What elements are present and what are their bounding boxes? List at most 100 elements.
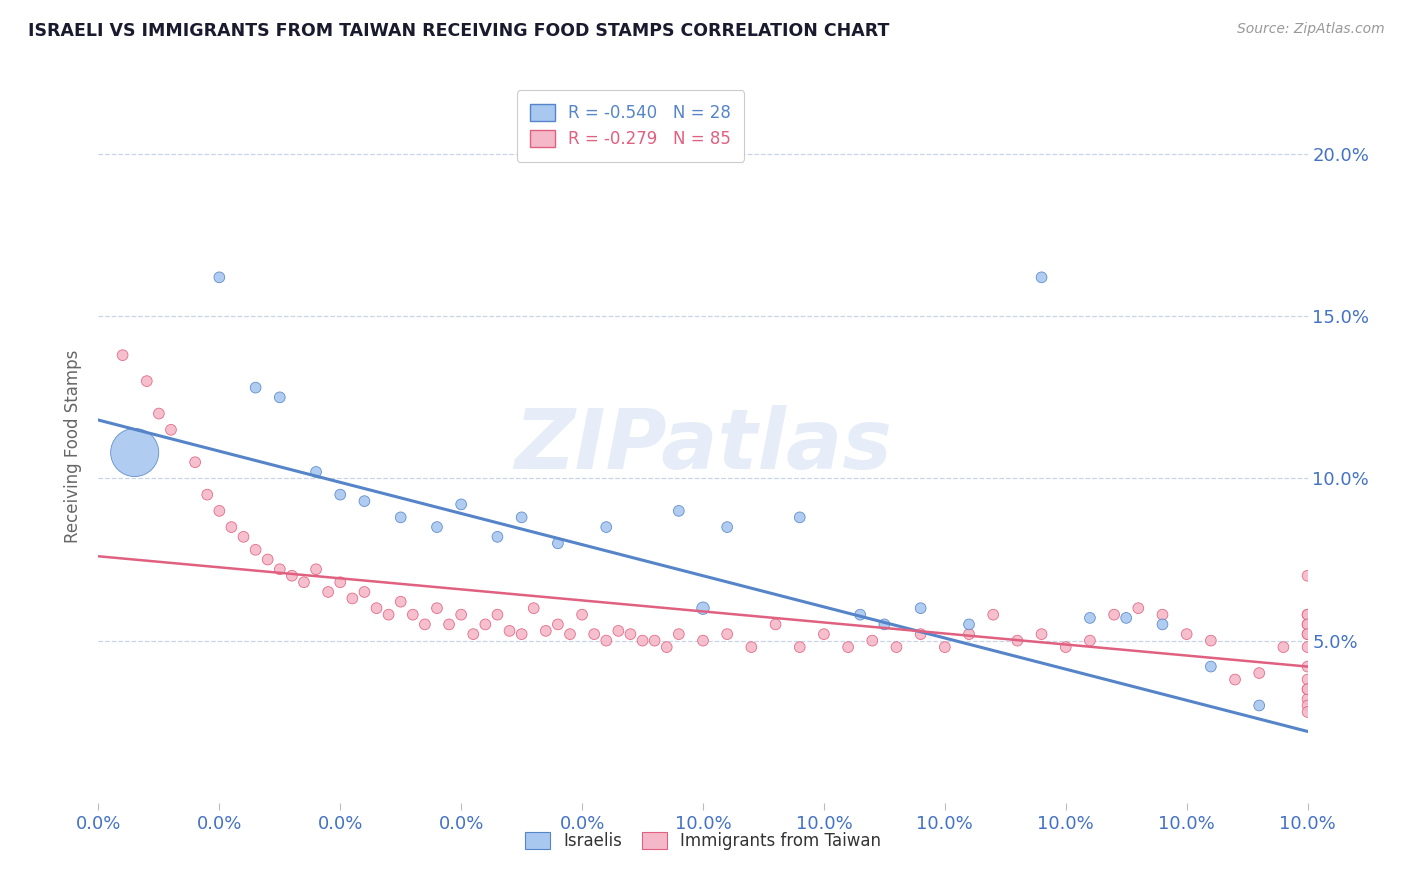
Point <box>716 627 738 641</box>
Point <box>305 465 328 479</box>
Point <box>486 530 509 544</box>
Point <box>208 270 231 285</box>
Point <box>716 520 738 534</box>
Point <box>740 640 762 654</box>
Point <box>523 601 546 615</box>
Point <box>389 510 412 524</box>
Point <box>910 627 932 641</box>
Point <box>1296 682 1319 697</box>
Point <box>402 607 425 622</box>
Point <box>1115 611 1137 625</box>
Point <box>1296 627 1319 641</box>
Legend: Israelis, Immigrants from Taiwan: Israelis, Immigrants from Taiwan <box>516 824 890 859</box>
Point <box>1296 607 1319 622</box>
Point <box>1199 659 1222 673</box>
Point <box>342 591 364 606</box>
Point <box>195 488 218 502</box>
Point <box>450 607 472 622</box>
Point <box>1296 640 1319 654</box>
Point <box>1296 607 1319 622</box>
Point <box>1054 640 1077 654</box>
Point <box>245 381 267 395</box>
Point <box>910 601 932 615</box>
Point <box>1007 633 1029 648</box>
Point <box>1078 611 1101 625</box>
Point <box>256 552 278 566</box>
Point <box>232 530 254 544</box>
Point <box>208 504 231 518</box>
Point <box>474 617 496 632</box>
Point <box>1102 607 1125 622</box>
Point <box>644 633 666 648</box>
Point <box>124 445 146 459</box>
Point <box>281 568 304 582</box>
Point <box>1031 270 1053 285</box>
Text: Source: ZipAtlas.com: Source: ZipAtlas.com <box>1237 22 1385 37</box>
Point <box>316 585 339 599</box>
Point <box>619 627 641 641</box>
Point <box>292 575 315 590</box>
Point <box>571 607 593 622</box>
Point <box>1152 607 1174 622</box>
Point <box>595 520 617 534</box>
Point <box>558 627 581 641</box>
Point <box>1296 682 1319 697</box>
Point <box>860 633 883 648</box>
Point <box>1296 617 1319 632</box>
Point <box>849 607 872 622</box>
Point <box>1272 640 1295 654</box>
Point <box>668 627 690 641</box>
Point <box>873 617 896 632</box>
Point <box>934 640 956 654</box>
Point <box>668 504 690 518</box>
Point <box>547 617 569 632</box>
Point <box>1296 698 1319 713</box>
Point <box>957 627 980 641</box>
Point <box>486 607 509 622</box>
Point <box>269 562 291 576</box>
Point <box>510 627 533 641</box>
Point <box>692 633 714 648</box>
Point <box>1128 601 1150 615</box>
Point <box>789 510 811 524</box>
Point <box>1078 633 1101 648</box>
Y-axis label: Receiving Food Stamps: Receiving Food Stamps <box>65 350 83 542</box>
Point <box>135 374 157 388</box>
Point <box>1031 627 1053 641</box>
Point <box>221 520 243 534</box>
Point <box>957 617 980 632</box>
Point <box>329 488 352 502</box>
Point <box>765 617 787 632</box>
Point <box>463 627 485 641</box>
Point <box>1296 673 1319 687</box>
Point <box>184 455 207 469</box>
Point <box>269 390 291 404</box>
Point <box>111 348 134 362</box>
Point <box>631 633 654 648</box>
Point <box>1249 666 1271 681</box>
Point <box>245 542 267 557</box>
Text: ISRAELI VS IMMIGRANTS FROM TAIWAN RECEIVING FOOD STAMPS CORRELATION CHART: ISRAELI VS IMMIGRANTS FROM TAIWAN RECEIV… <box>28 22 890 40</box>
Point <box>1249 698 1271 713</box>
Point <box>692 601 714 615</box>
Point <box>353 494 375 508</box>
Point <box>607 624 630 638</box>
Point <box>377 607 399 622</box>
Point <box>1175 627 1198 641</box>
Point <box>160 423 183 437</box>
Point <box>981 607 1004 622</box>
Point <box>595 633 617 648</box>
Point <box>413 617 436 632</box>
Point <box>389 595 412 609</box>
Point <box>1296 692 1319 706</box>
Point <box>1296 568 1319 582</box>
Point <box>148 407 170 421</box>
Point <box>353 585 375 599</box>
Point <box>1152 617 1174 632</box>
Point <box>813 627 835 641</box>
Point <box>498 624 520 638</box>
Point <box>789 640 811 654</box>
Point <box>655 640 678 654</box>
Point <box>886 640 908 654</box>
Point <box>583 627 606 641</box>
